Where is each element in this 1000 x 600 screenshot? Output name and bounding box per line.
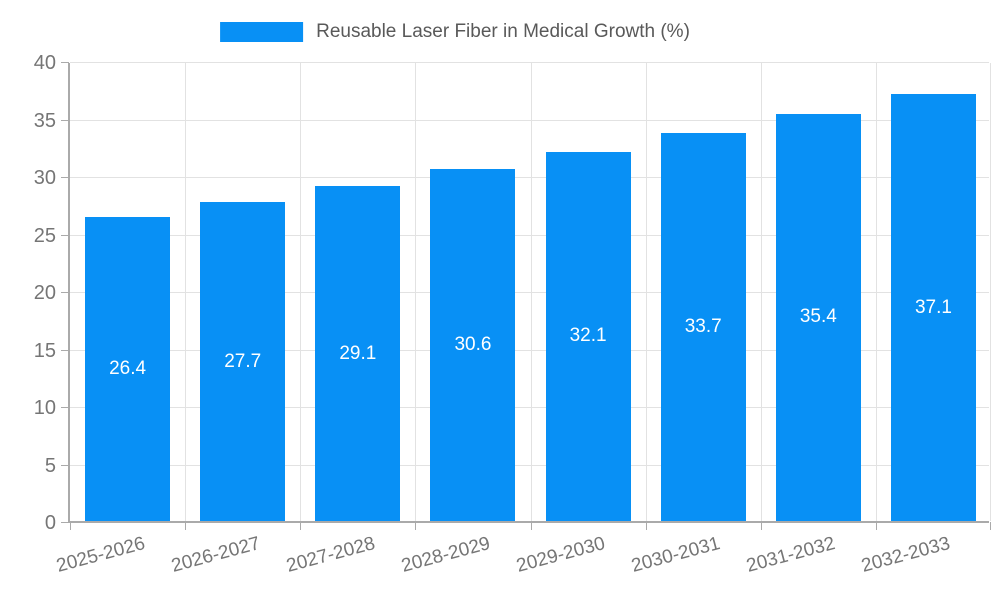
bar-value-label: 26.4	[109, 358, 147, 380]
legend-label: Reusable Laser Fiber in Medical Growth (…	[316, 21, 690, 42]
bar-value-label: 35.4	[799, 306, 837, 328]
x-axis-tick	[415, 522, 417, 530]
y-axis-tick	[61, 119, 69, 121]
x-axis-tick	[990, 522, 991, 530]
x-gridline	[300, 63, 302, 521]
bar[interactable]: 29.1	[315, 186, 401, 521]
x-gridline	[645, 63, 647, 521]
bar-value-label: 29.1	[339, 342, 377, 364]
y-gridline	[70, 407, 989, 408]
bar[interactable]: 32.1	[545, 151, 631, 521]
x-axis-tick	[530, 522, 532, 530]
y-axis-tick	[61, 177, 69, 178]
y-tick-label: 10	[33, 397, 56, 419]
y-gridline	[70, 62, 989, 63]
y-gridline	[70, 464, 989, 466]
x-axis-tick	[70, 522, 71, 530]
x-gridline	[530, 63, 532, 521]
bar-value-label: 32.1	[569, 325, 607, 347]
y-gridline	[70, 349, 989, 351]
y-axis-tick	[61, 349, 69, 351]
x-axis-tick	[300, 522, 302, 530]
bar-value-label: 30.6	[454, 334, 492, 356]
y-axis-tick	[61, 292, 69, 293]
y-tick-label: 25	[33, 224, 56, 247]
y-axis-tick	[61, 234, 69, 236]
bar-value-label: 27.7	[224, 350, 262, 372]
y-tick-label: 5	[44, 454, 56, 477]
bar[interactable]: 33.7	[660, 133, 746, 521]
y-tick-label: 30	[33, 167, 56, 189]
y-gridline	[70, 234, 989, 236]
y-axis-tick	[61, 522, 69, 523]
x-axis-tick	[645, 522, 647, 530]
y-tick-label: 20	[33, 282, 56, 304]
bar[interactable]: 35.4	[775, 113, 861, 521]
y-axis-tick	[61, 464, 69, 466]
bar-value-label: 33.7	[684, 316, 722, 338]
legend-swatch	[220, 22, 304, 42]
x-axis-tick	[185, 522, 187, 530]
x-gridline	[990, 63, 991, 521]
y-gridline	[70, 119, 989, 121]
x-gridline	[760, 63, 762, 521]
y-gridline	[70, 292, 989, 293]
x-gridline	[415, 63, 417, 521]
y-axis-tick	[61, 407, 69, 408]
bar-value-label: 37.1	[914, 296, 952, 318]
bar[interactable]: 30.6	[430, 169, 516, 521]
bar[interactable]: 26.4	[85, 217, 171, 521]
y-tick-label: 40	[33, 52, 56, 74]
y-tick-label: 35	[33, 109, 56, 132]
x-gridline	[875, 63, 877, 521]
y-gridline	[70, 177, 989, 178]
x-axis-tick	[875, 522, 877, 530]
bar[interactable]: 37.1	[890, 94, 976, 521]
x-gridline	[185, 63, 187, 521]
bar[interactable]: 27.7	[200, 202, 286, 521]
y-tick-label: 15	[33, 339, 56, 362]
x-axis-tick	[760, 522, 762, 530]
chart-legend-item[interactable]: Reusable Laser Fiber in Medical Growth (…	[220, 21, 690, 43]
y-tick-label: 0	[44, 512, 56, 534]
plot-area: 0 5 10 15 20 25 30 35 40 26.4 2025-2026 27.7 2026-20…	[34, 52, 991, 577]
y-axis-tick	[61, 62, 69, 63]
